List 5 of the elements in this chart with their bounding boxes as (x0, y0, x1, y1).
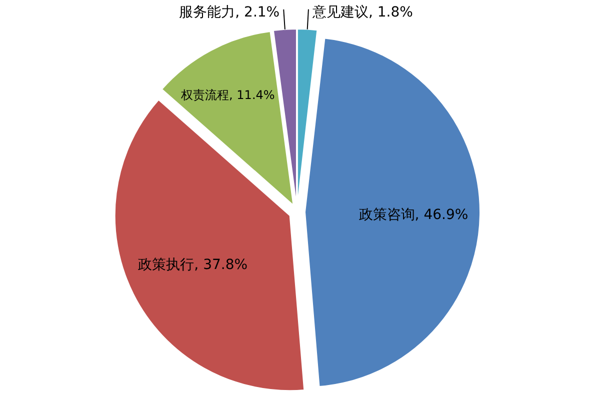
slice-label: 服务能力, 2.1% (179, 4, 280, 20)
slice-label: 意见建议, 1.8% (311, 4, 413, 20)
slice-label: 政策咨询, 46.9% (358, 206, 468, 223)
slice-label: 政策执行, 37.8% (138, 257, 248, 274)
slice-label: 权责流程, 11.4% (180, 88, 275, 102)
